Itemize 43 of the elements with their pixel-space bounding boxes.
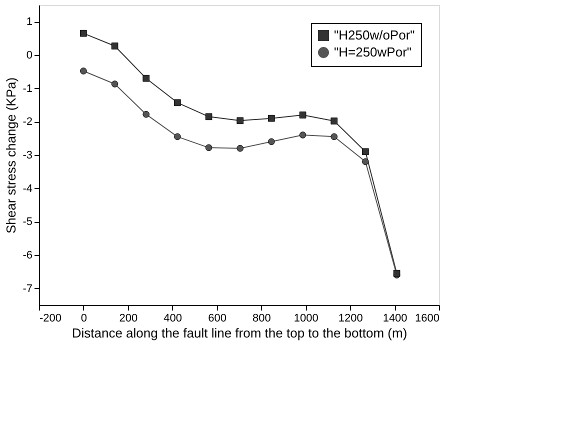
point: [80, 30, 87, 37]
x-tick-label: 1000: [294, 312, 318, 324]
y-tick-label: -1: [22, 82, 32, 95]
x-tick-label: 400: [164, 312, 182, 324]
x-tick-label: 600: [208, 312, 226, 324]
y-tick-label: -7: [22, 282, 32, 295]
point: [205, 144, 212, 152]
y-tick-label: -4: [22, 182, 32, 195]
y-tick-label: -3: [22, 150, 32, 162]
y-axis-title: Shear stress change (KPa): [4, 77, 19, 234]
point: [236, 144, 244, 152]
y-tick-label: 0: [26, 50, 32, 62]
x-tick-label: 800: [252, 312, 271, 324]
x-axis-title: Distance along the fault line from the top to the bottom (m): [72, 326, 408, 340]
y-tick-label: -5: [22, 216, 32, 228]
point: [174, 99, 181, 106]
legend-label: "H=250wPor": [334, 44, 412, 60]
point: [330, 133, 338, 140]
point: [268, 114, 275, 122]
x-tick-label: 1600: [415, 312, 440, 324]
point: [299, 112, 306, 118]
point: [362, 158, 369, 166]
point: [205, 113, 212, 120]
y-tick-label: -6: [22, 250, 32, 262]
point: [111, 80, 118, 88]
point: [236, 117, 244, 124]
legend-label: "H250w/oPor": [334, 28, 416, 42]
point: [80, 68, 87, 74]
point: [330, 118, 338, 124]
y-tick-label: -2: [22, 116, 32, 128]
point: [362, 148, 369, 156]
point: [174, 133, 181, 140]
x-tick-label: 1400: [382, 312, 408, 324]
y-tick-label: 1: [26, 16, 32, 28]
x-tick-label: 200: [119, 312, 138, 324]
x-tick-label: 0: [80, 312, 88, 324]
point: [268, 138, 275, 146]
x-tick-label: 1200: [338, 312, 363, 324]
x-tick-label: -200: [40, 312, 62, 324]
point: [142, 74, 150, 82]
point: [299, 132, 306, 138]
point: [142, 110, 150, 118]
point: [111, 42, 118, 50]
